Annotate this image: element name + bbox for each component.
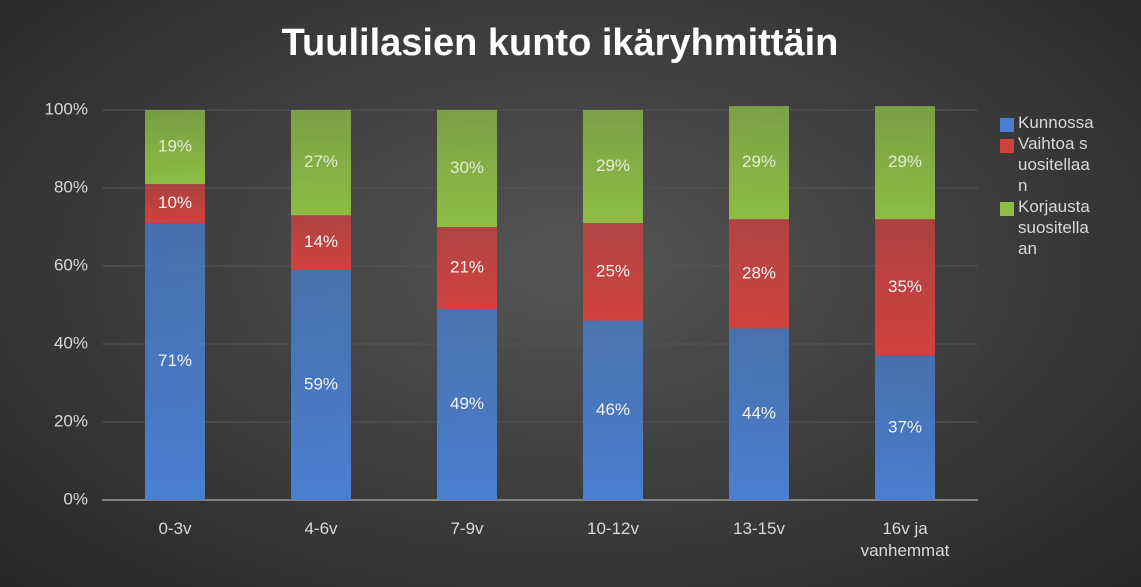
legend-swatch — [1000, 118, 1014, 132]
bar-segment — [875, 106, 935, 220]
x-tick-label: 13-15v — [733, 519, 785, 538]
bar-segment — [437, 227, 497, 309]
bar-segment — [729, 328, 789, 500]
data-label: 14% — [304, 232, 338, 251]
data-label: 59% — [304, 374, 338, 393]
data-label: 10% — [158, 193, 192, 212]
data-label: 21% — [450, 257, 484, 276]
data-label: 49% — [450, 394, 484, 413]
data-label: 27% — [304, 152, 338, 171]
y-tick-label: 100% — [45, 99, 88, 118]
y-tick-label: 0% — [63, 489, 88, 508]
x-tick-label: 16v ja vanhemmat — [860, 519, 950, 560]
data-label: 28% — [742, 263, 776, 282]
bar-segment — [437, 308, 497, 500]
x-tick-label: 4-6v — [304, 519, 338, 538]
bar-segment — [437, 110, 497, 227]
data-label: 19% — [158, 137, 192, 156]
legend-label: Korjausta suositellaan — [1018, 197, 1090, 258]
x-tick-label: 0-3v — [158, 519, 192, 538]
legend-swatch — [1000, 139, 1014, 153]
bar-segment — [583, 320, 643, 500]
data-label: 37% — [888, 417, 922, 436]
x-tick-label: 10-12v — [587, 519, 639, 538]
data-label: 46% — [596, 400, 630, 419]
data-label: 29% — [888, 152, 922, 171]
legend-item: Vaihtoa suositellaan — [1000, 133, 1130, 196]
legend-label: Vaihtoa suositellaan — [1018, 134, 1090, 195]
bar-segment — [583, 223, 643, 321]
bar-segment — [875, 219, 935, 356]
bar-segment — [291, 110, 351, 216]
data-label: 44% — [742, 404, 776, 423]
x-tick-label: 7-9v — [450, 519, 484, 538]
bar-segment — [145, 110, 205, 185]
legend-item: Kunnossa — [1000, 112, 1130, 133]
legend-swatch — [1000, 202, 1014, 216]
bar-segment — [145, 184, 205, 224]
data-label: 29% — [596, 156, 630, 175]
y-tick-label: 60% — [54, 255, 88, 274]
data-label: 35% — [888, 277, 922, 296]
bar-segment — [875, 355, 935, 500]
bar-segment — [291, 215, 351, 270]
bar-segment — [291, 269, 351, 500]
bar-segment — [729, 106, 789, 220]
legend-item: Korjausta suositellaan — [1000, 196, 1130, 259]
data-label: 30% — [450, 158, 484, 177]
bar-segment — [729, 219, 789, 329]
bar-segment — [583, 110, 643, 224]
legend-label: Kunnossa — [1018, 113, 1094, 132]
legend: Kunnossa Vaihtoa suositellaan Korjausta su… — [1000, 112, 1130, 259]
y-tick-label: 80% — [54, 177, 88, 196]
chart-title: Tuulilasien kunto ikäryhmittäin — [282, 22, 839, 64]
data-label: 29% — [742, 152, 776, 171]
data-label: 25% — [596, 261, 630, 280]
y-tick-label: 20% — [54, 411, 88, 430]
data-label: 71% — [158, 351, 192, 370]
bar-segment — [145, 223, 205, 500]
y-tick-label: 40% — [54, 333, 88, 352]
